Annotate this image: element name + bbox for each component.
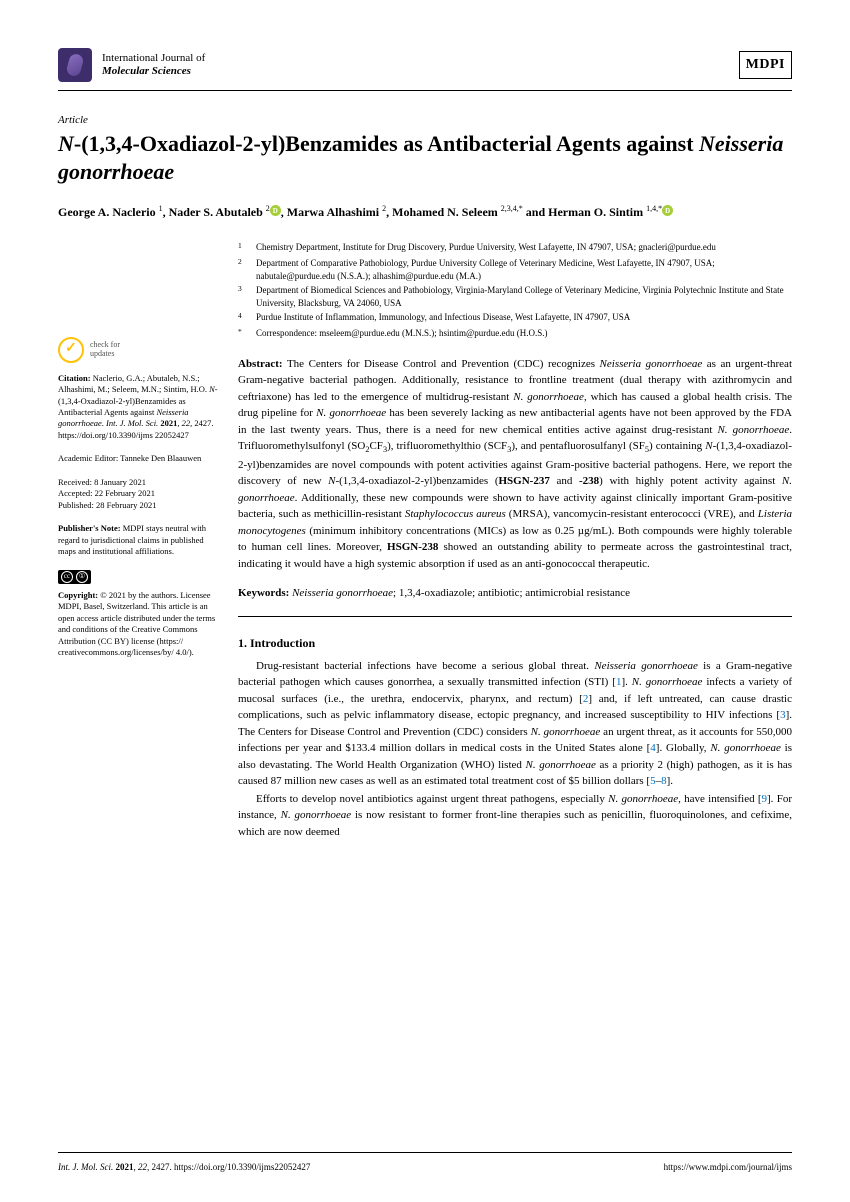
abstract-label: Abstract: xyxy=(238,358,283,370)
pubnote-label: Publisher's Note: xyxy=(58,523,121,533)
abstract-block: Abstract: The Centers for Disease Contro… xyxy=(238,356,792,573)
citation-label: Citation: xyxy=(58,373,91,383)
affiliation-row: 2Department of Comparative Pathobiology,… xyxy=(238,257,792,283)
sidebar: ✓ check for updates Citation: Naclerio, … xyxy=(58,241,220,842)
footer-right: https://www.mdpi.com/journal/ijms xyxy=(664,1161,792,1174)
main-column: 1Chemistry Department, Institute for Dru… xyxy=(238,241,792,842)
abstract-text: The Centers for Disease Control and Prev… xyxy=(238,358,792,570)
section-heading: 1. Introduction xyxy=(238,635,792,652)
keywords-label: Keywords: xyxy=(238,587,289,599)
affiliation-row: *Correspondence: mseleem@purdue.edu (M.N… xyxy=(238,327,792,342)
check-updates-icon: ✓ xyxy=(58,337,84,363)
citation-block: Citation: Naclerio, G.A.; Abutaleb, N.S.… xyxy=(58,373,220,442)
license-block: cc① Copyright: © 2021 by the authors. Li… xyxy=(58,570,220,659)
introduction-body: Drug-resistant bacterial infections have… xyxy=(238,658,792,841)
publisher-note-block: Publisher's Note: MDPI stays neutral wit… xyxy=(58,523,220,557)
affiliation-row: 1Chemistry Department, Institute for Dru… xyxy=(238,241,792,256)
page-header: International Journal of Molecular Scien… xyxy=(58,48,792,91)
affiliations-list: 1Chemistry Department, Institute for Dru… xyxy=(238,241,792,342)
keywords-block: Keywords: Neisseria gonorrhoeae; 1,3,4-o… xyxy=(238,586,792,616)
journal-brand: International Journal of Molecular Scien… xyxy=(58,48,205,82)
accepted-date: Accepted: 22 February 2021 xyxy=(58,488,220,499)
received-date: Received: 8 January 2021 xyxy=(58,477,220,488)
journal-name-line1: International Journal of xyxy=(102,52,205,65)
copyright-label: Copyright: xyxy=(58,590,98,600)
article-title: N-(1,3,4-Oxadiazol-2-yl)Benzamides as An… xyxy=(58,130,792,185)
published-date: Published: 28 February 2021 xyxy=(58,500,220,511)
journal-icon xyxy=(58,48,92,82)
keywords-text: Neisseria gonorrhoeae; 1,3,4-oxadiazole;… xyxy=(292,587,630,599)
journal-name-line2: Molecular Sciences xyxy=(102,65,205,78)
author-list: George A. Naclerio 1, Nader S. Abutaleb … xyxy=(58,203,792,222)
footer-left: Int. J. Mol. Sci. 2021, 22, 2427. https:… xyxy=(58,1161,310,1174)
affiliation-row: 4Purdue Institute of Inflammation, Immun… xyxy=(238,311,792,326)
cc-by-badge-icon: cc① xyxy=(58,570,91,584)
editor-name: Tanneke Den Blaauwen xyxy=(120,453,201,463)
intro-para-2: Efforts to develop novel antibiotics aga… xyxy=(238,791,792,841)
page-footer: Int. J. Mol. Sci. 2021, 22, 2427. https:… xyxy=(58,1152,792,1174)
affiliation-row: 3Department of Biomedical Sciences and P… xyxy=(238,284,792,310)
check-updates-line2: updates xyxy=(90,350,120,359)
check-updates-widget[interactable]: ✓ check for updates xyxy=(58,337,220,363)
editor-block: Academic Editor: Tanneke Den Blaauwen xyxy=(58,453,220,464)
intro-para-1: Drug-resistant bacterial infections have… xyxy=(238,658,792,790)
dates-block: Received: 8 January 2021 Accepted: 22 Fe… xyxy=(58,477,220,511)
editor-label: Academic Editor: xyxy=(58,453,118,463)
publisher-logo: MDPI xyxy=(739,51,792,79)
article-type: Article xyxy=(58,113,792,128)
